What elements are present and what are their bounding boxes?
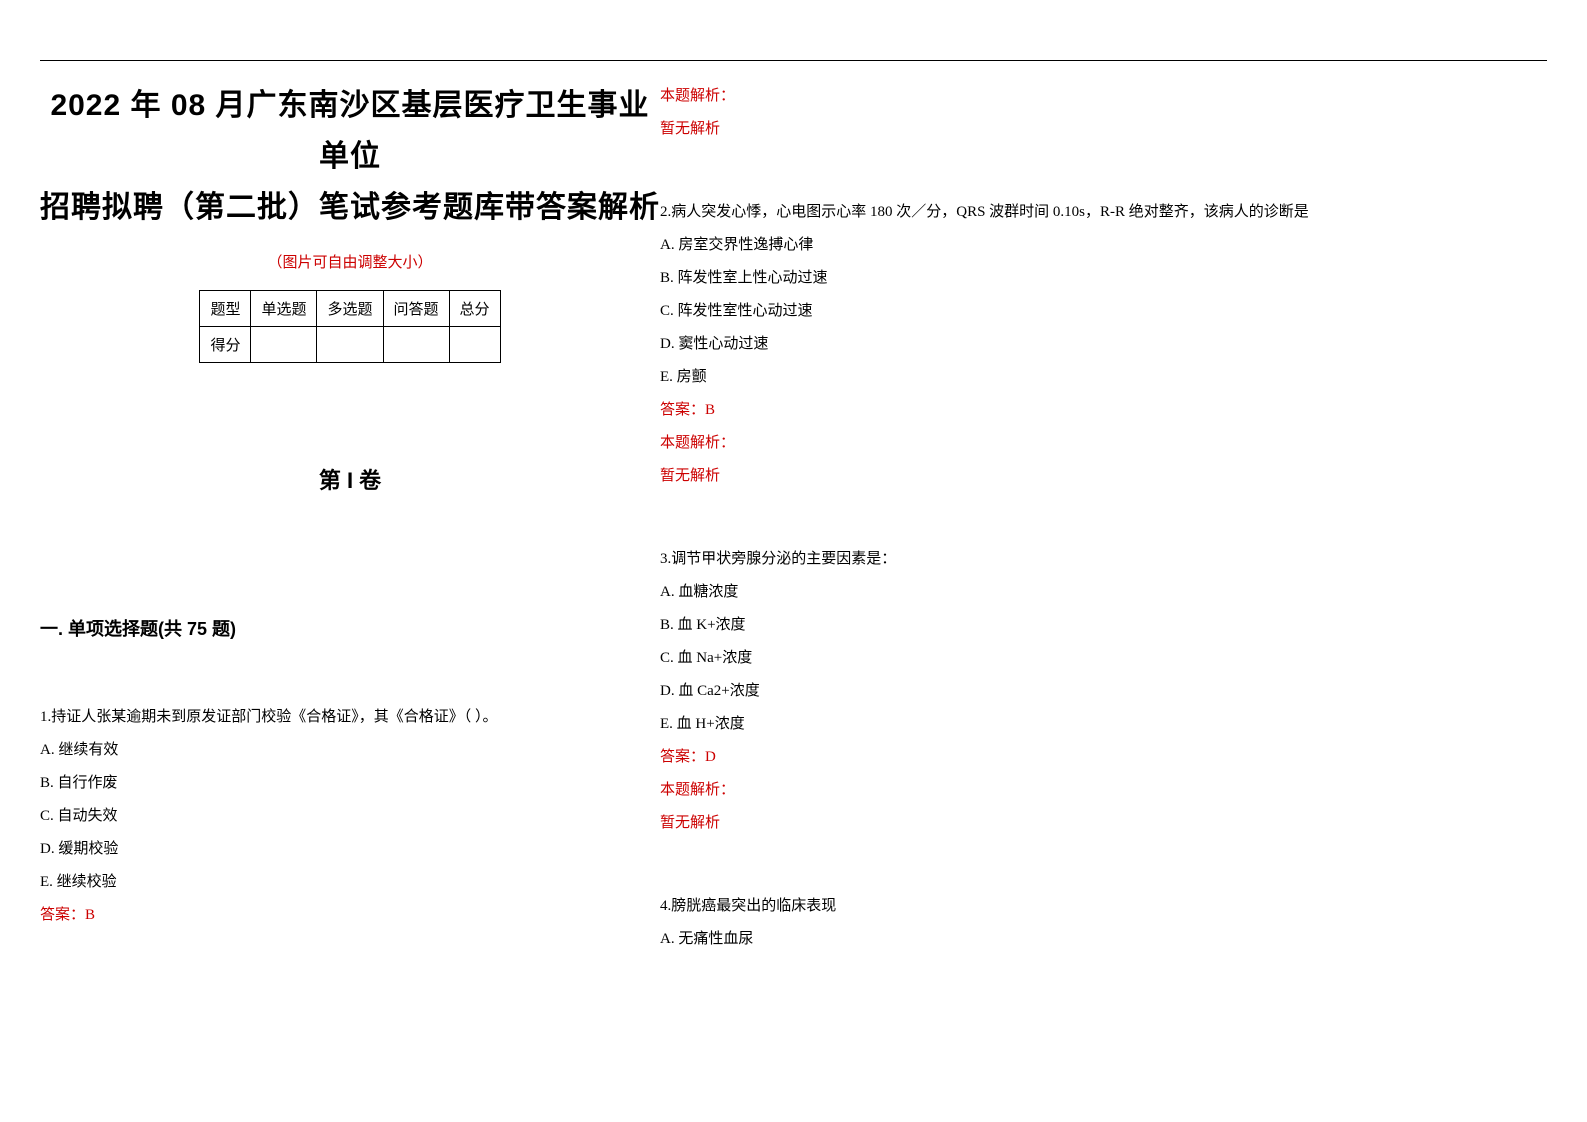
- table-row: 得分: [200, 327, 500, 363]
- q1-option-b: B. 自行作废: [40, 767, 660, 800]
- th-total: 总分: [449, 291, 500, 327]
- q2-option-c: C. 阵发性室性心动过速: [660, 295, 1540, 328]
- td-empty: [383, 327, 449, 363]
- q1-answer: 答案：B: [40, 899, 660, 932]
- table-row: 题型 单选题 多选题 问答题 总分: [200, 291, 500, 327]
- th-multi: 多选题: [317, 291, 383, 327]
- q-number: 1.: [40, 709, 51, 725]
- section-1-heading: 一. 单项选择题(共 75 题): [40, 615, 660, 641]
- question-2: 2.病人突发心悸，心电图示心率 180 次／分，QRS 波群时间 0.10s，R…: [660, 196, 1540, 493]
- left-column: 2022 年 08 月广东南沙区基层医疗卫生事业单位 招聘拟聘（第二批）笔试参考…: [40, 80, 660, 982]
- th-type: 题型: [200, 291, 251, 327]
- q2-option-e: E. 房颤: [660, 361, 1540, 394]
- q3-answer: 答案：D: [660, 741, 1540, 774]
- q-number: 2.: [660, 204, 671, 220]
- q1-stem: 1.持证人张某逾期未到原发证部门校验《合格证》，其《合格证》（ ）。: [40, 701, 660, 734]
- q1-analysis-body: 暂无解析: [660, 113, 1540, 146]
- right-column: 本题解析： 暂无解析 2.病人突发心悸，心电图示心率 180 次／分，QRS 波…: [660, 80, 1540, 1006]
- q-number: 4.: [660, 898, 671, 914]
- q-stem-text: 膀胱癌最突出的临床表现: [671, 898, 836, 914]
- q3-option-c: C. 血 Na+浓度: [660, 642, 1540, 675]
- document-title: 2022 年 08 月广东南沙区基层医疗卫生事业单位 招聘拟聘（第二批）笔试参考…: [40, 80, 660, 233]
- q3-option-b: B. 血 K+浓度: [660, 609, 1540, 642]
- q1-option-d: D. 缓期校验: [40, 833, 660, 866]
- q3-stem: 3.调节甲状旁腺分泌的主要因素是：: [660, 543, 1540, 576]
- td-empty: [449, 327, 500, 363]
- q2-option-b: B. 阵发性室上性心动过速: [660, 262, 1540, 295]
- q2-answer: 答案：B: [660, 394, 1540, 427]
- q-stem-text: 病人突发心悸，心电图示心率 180 次／分，QRS 波群时间 0.10s，R-R…: [671, 204, 1309, 220]
- title-line-2: 招聘拟聘（第二批）笔试参考题库带答案解析: [40, 191, 660, 224]
- q3-analysis-body: 暂无解析: [660, 807, 1540, 840]
- q-number: 3.: [660, 551, 671, 567]
- q3-analysis-label: 本题解析：: [660, 774, 1540, 807]
- q1-analysis-label: 本题解析：: [660, 80, 1540, 113]
- q4-option-a: A. 无痛性血尿: [660, 923, 1540, 956]
- question-3: 3.调节甲状旁腺分泌的主要因素是： A. 血糖浓度 B. 血 K+浓度 C. 血…: [660, 543, 1540, 840]
- question-1: 1.持证人张某逾期未到原发证部门校验《合格证》，其《合格证》（ ）。 A. 继续…: [40, 701, 660, 932]
- q4-stem: 4.膀胱癌最突出的临床表现: [660, 890, 1540, 923]
- score-table: 题型 单选题 多选题 问答题 总分 得分: [199, 290, 500, 363]
- th-single: 单选题: [251, 291, 317, 327]
- q2-option-d: D. 窦性心动过速: [660, 328, 1540, 361]
- q3-option-d: D. 血 Ca2+浓度: [660, 675, 1540, 708]
- td-score-label: 得分: [200, 327, 251, 363]
- image-adjust-note: （图片可自由调整大小）: [40, 251, 660, 272]
- q1-option-a: A. 继续有效: [40, 734, 660, 767]
- q2-analysis-body: 暂无解析: [660, 460, 1540, 493]
- q2-analysis-label: 本题解析：: [660, 427, 1540, 460]
- th-qa: 问答题: [383, 291, 449, 327]
- q3-option-e: E. 血 H+浓度: [660, 708, 1540, 741]
- volume-label: 第 I 卷: [40, 463, 660, 495]
- question-4: 4.膀胱癌最突出的临床表现 A. 无痛性血尿: [660, 890, 1540, 956]
- q-stem-text: 持证人张某逾期未到原发证部门校验《合格证》，其《合格证》（ ）。: [51, 709, 497, 725]
- q3-option-a: A. 血糖浓度: [660, 576, 1540, 609]
- q1-option-e: E. 继续校验: [40, 866, 660, 899]
- title-line-1: 2022 年 08 月广东南沙区基层医疗卫生事业单位: [50, 89, 649, 173]
- q1-option-c: C. 自动失效: [40, 800, 660, 833]
- q2-stem: 2.病人突发心悸，心电图示心率 180 次／分，QRS 波群时间 0.10s，R…: [660, 196, 1540, 229]
- td-empty: [317, 327, 383, 363]
- page-top-rule: [40, 60, 1547, 61]
- q-stem-text: 调节甲状旁腺分泌的主要因素是：: [671, 551, 896, 567]
- question-1-analysis: 本题解析： 暂无解析: [660, 80, 1540, 146]
- q2-option-a: A. 房室交界性逸搏心律: [660, 229, 1540, 262]
- td-empty: [251, 327, 317, 363]
